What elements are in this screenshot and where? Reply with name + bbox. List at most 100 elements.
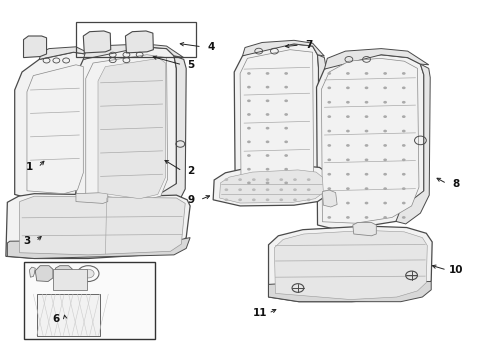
Circle shape xyxy=(284,86,288,89)
Circle shape xyxy=(307,188,311,191)
Polygon shape xyxy=(353,222,376,236)
Polygon shape xyxy=(321,58,419,223)
Circle shape xyxy=(266,178,270,181)
Circle shape xyxy=(266,198,270,201)
Circle shape xyxy=(307,198,311,201)
Polygon shape xyxy=(294,55,326,198)
Circle shape xyxy=(327,144,331,147)
Polygon shape xyxy=(269,282,431,302)
Circle shape xyxy=(293,198,297,201)
Circle shape xyxy=(284,99,288,102)
Polygon shape xyxy=(86,55,168,201)
Circle shape xyxy=(365,187,368,190)
Circle shape xyxy=(266,181,270,184)
Circle shape xyxy=(402,86,406,89)
Polygon shape xyxy=(76,193,108,203)
Circle shape xyxy=(252,188,256,191)
Circle shape xyxy=(327,187,331,190)
Circle shape xyxy=(402,130,406,132)
Circle shape xyxy=(402,144,406,147)
Polygon shape xyxy=(234,44,318,195)
Text: 11: 11 xyxy=(252,308,267,318)
Circle shape xyxy=(247,154,251,157)
Circle shape xyxy=(402,187,406,190)
Circle shape xyxy=(266,99,270,102)
Circle shape xyxy=(284,113,288,116)
Circle shape xyxy=(365,216,368,219)
Circle shape xyxy=(383,202,387,204)
Circle shape xyxy=(346,86,350,89)
Circle shape xyxy=(238,188,242,191)
Circle shape xyxy=(284,140,288,143)
Circle shape xyxy=(238,178,242,181)
Text: 7: 7 xyxy=(305,40,313,50)
Circle shape xyxy=(327,115,331,118)
Circle shape xyxy=(224,188,228,191)
Circle shape xyxy=(247,86,251,89)
Circle shape xyxy=(327,101,331,104)
Circle shape xyxy=(365,158,368,161)
Text: 9: 9 xyxy=(188,195,195,205)
Circle shape xyxy=(266,154,270,157)
Circle shape xyxy=(402,202,406,204)
Circle shape xyxy=(346,187,350,190)
Polygon shape xyxy=(15,52,88,198)
Polygon shape xyxy=(83,44,184,59)
Circle shape xyxy=(266,140,270,143)
Circle shape xyxy=(402,216,406,219)
Polygon shape xyxy=(269,226,432,302)
Text: 3: 3 xyxy=(24,236,30,246)
Circle shape xyxy=(365,101,368,104)
Circle shape xyxy=(247,113,251,116)
Circle shape xyxy=(247,99,251,102)
Circle shape xyxy=(383,72,387,75)
Polygon shape xyxy=(7,238,190,258)
Circle shape xyxy=(383,115,387,118)
Circle shape xyxy=(402,101,406,104)
Circle shape xyxy=(252,198,256,201)
Polygon shape xyxy=(20,196,185,255)
Text: 10: 10 xyxy=(448,265,463,275)
Circle shape xyxy=(266,127,270,130)
Polygon shape xyxy=(27,65,83,194)
Polygon shape xyxy=(74,54,100,201)
Circle shape xyxy=(402,173,406,176)
Circle shape xyxy=(224,178,228,181)
Circle shape xyxy=(327,173,331,176)
Polygon shape xyxy=(324,49,429,69)
FancyBboxPatch shape xyxy=(53,269,87,290)
Circle shape xyxy=(346,115,350,118)
Polygon shape xyxy=(76,47,176,204)
Polygon shape xyxy=(39,47,98,59)
FancyBboxPatch shape xyxy=(37,294,100,336)
Circle shape xyxy=(383,216,387,219)
Circle shape xyxy=(247,140,251,143)
Polygon shape xyxy=(35,266,53,282)
Circle shape xyxy=(293,188,297,191)
Circle shape xyxy=(402,72,406,75)
Circle shape xyxy=(307,178,311,181)
Circle shape xyxy=(293,178,297,181)
Circle shape xyxy=(284,127,288,130)
Circle shape xyxy=(365,86,368,89)
Circle shape xyxy=(327,130,331,132)
Circle shape xyxy=(365,202,368,204)
Circle shape xyxy=(402,115,406,118)
Circle shape xyxy=(383,173,387,176)
Circle shape xyxy=(346,216,350,219)
Text: 4: 4 xyxy=(207,42,215,52)
FancyBboxPatch shape xyxy=(24,262,155,339)
Polygon shape xyxy=(220,170,323,203)
Polygon shape xyxy=(24,36,47,58)
Circle shape xyxy=(279,198,283,201)
Circle shape xyxy=(284,168,288,171)
Circle shape xyxy=(327,86,331,89)
Polygon shape xyxy=(322,190,337,207)
Polygon shape xyxy=(55,266,73,282)
Circle shape xyxy=(346,202,350,204)
Circle shape xyxy=(365,173,368,176)
Circle shape xyxy=(247,127,251,130)
Polygon shape xyxy=(243,40,324,56)
Circle shape xyxy=(383,101,387,104)
Polygon shape xyxy=(149,56,186,206)
